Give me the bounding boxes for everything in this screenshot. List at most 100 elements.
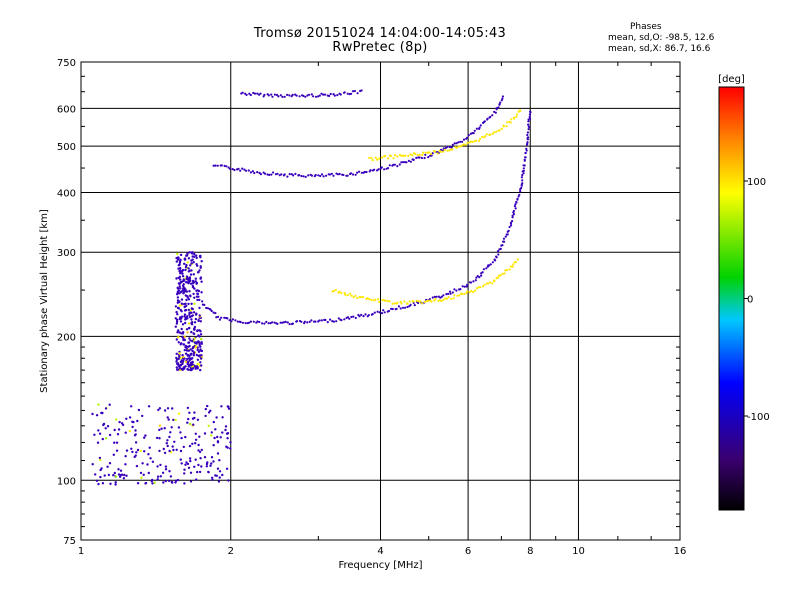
data-point	[151, 478, 154, 482]
data-point	[118, 420, 121, 424]
data-point	[518, 193, 521, 196]
phases-x-stats: mean, sd,X: 86.7, 16.6	[608, 44, 711, 54]
data-point	[397, 305, 400, 308]
data-point	[434, 297, 437, 301]
data-point	[526, 141, 529, 144]
data-point	[182, 331, 185, 334]
data-point	[185, 347, 188, 350]
data-point	[139, 449, 142, 453]
data-point	[191, 251, 194, 254]
data-point	[422, 151, 425, 154]
data-point	[270, 173, 273, 176]
data-point	[322, 175, 325, 178]
data-point	[220, 405, 223, 408]
data-point	[401, 306, 405, 309]
data-point	[130, 447, 133, 450]
data-point	[511, 265, 514, 268]
data-point	[195, 256, 198, 260]
data-point	[497, 106, 500, 109]
data-point	[180, 298, 184, 301]
data-point	[451, 143, 454, 146]
data-point	[382, 309, 385, 312]
data-point	[200, 337, 203, 341]
data-point	[399, 300, 402, 303]
data-point	[198, 435, 201, 438]
data-point	[494, 259, 497, 262]
data-point	[330, 172, 333, 175]
data-point	[220, 164, 223, 167]
data-point	[182, 445, 185, 449]
y-tick-label: 500	[57, 142, 76, 153]
data-point	[183, 468, 186, 471]
data-point	[125, 474, 128, 477]
data-point	[271, 95, 274, 98]
data-point	[517, 195, 520, 198]
data-point	[466, 136, 469, 139]
data-point	[282, 321, 286, 324]
colorbar-tick-label: -100	[747, 412, 770, 423]
data-point	[184, 288, 187, 291]
data-point	[370, 298, 373, 302]
data-point	[212, 164, 215, 167]
data-point	[194, 367, 197, 370]
data-point	[508, 225, 511, 229]
data-point	[479, 137, 482, 140]
data-point	[524, 156, 527, 159]
data-point	[245, 93, 248, 96]
data-point	[529, 110, 532, 113]
data-point	[273, 321, 276, 324]
data-point	[188, 326, 191, 330]
data-point	[184, 294, 187, 297]
data-point	[391, 302, 394, 305]
data-point	[205, 306, 208, 310]
data-point	[231, 318, 234, 321]
data-point	[178, 263, 181, 266]
data-point	[340, 291, 343, 295]
data-point	[156, 478, 159, 481]
data-point	[198, 329, 201, 332]
data-point	[158, 437, 161, 440]
data-point	[433, 299, 436, 302]
data-point	[295, 94, 298, 97]
x-tick-label: 1	[78, 546, 84, 557]
data-point	[433, 295, 436, 298]
phases-o-stats: mean, sd,O: -98.5, 12.6	[608, 33, 715, 43]
data-point	[99, 475, 102, 479]
data-point	[199, 361, 202, 364]
data-point	[179, 287, 182, 290]
data-point	[187, 298, 191, 301]
data-point	[304, 175, 307, 178]
data-point	[378, 311, 381, 314]
data-point	[216, 452, 220, 455]
data-point	[442, 298, 445, 301]
data-point	[318, 319, 321, 322]
data-point	[484, 135, 487, 138]
data-point	[276, 322, 279, 325]
data-point	[364, 313, 367, 316]
data-point	[176, 293, 179, 296]
data-point	[367, 314, 370, 317]
data-point	[190, 311, 193, 314]
data-point	[204, 414, 207, 418]
data-point	[144, 434, 147, 437]
data-point	[158, 449, 161, 453]
data-point	[268, 173, 271, 176]
data-point	[496, 250, 500, 253]
data-point	[453, 288, 456, 291]
data-point	[430, 300, 433, 303]
data-point	[217, 480, 221, 483]
data-point	[197, 443, 200, 447]
data-point	[176, 252, 179, 256]
data-point	[216, 164, 219, 167]
data-point	[231, 168, 234, 171]
data-point	[180, 436, 183, 440]
data-point	[175, 256, 178, 260]
data-point	[291, 93, 294, 96]
data-point	[180, 302, 184, 305]
data-point	[326, 321, 329, 324]
data-point	[352, 315, 355, 318]
data-point	[288, 173, 291, 176]
data-point	[377, 298, 380, 301]
data-point	[199, 349, 202, 352]
